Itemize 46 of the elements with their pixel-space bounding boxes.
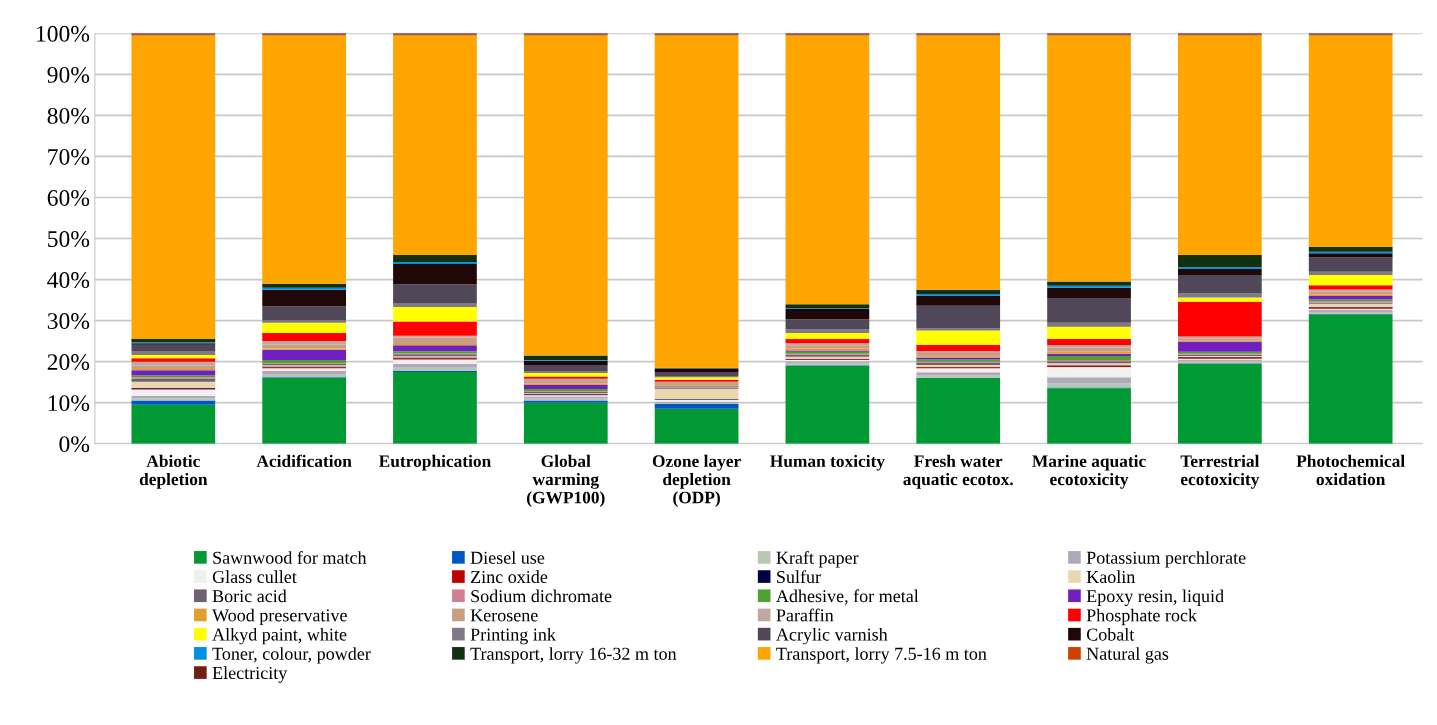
legend-label: Toner, colour, powder	[212, 647, 371, 664]
y-tick-label: 90%	[47, 66, 90, 83]
y-tick-label: 10%	[48, 395, 90, 412]
y-tick-label: 30%	[47, 313, 90, 330]
legend-label: Wood preservative	[212, 608, 347, 626]
legend-label: Transport, lorry 7.5-16 m ton	[776, 647, 987, 664]
legend-label: Electricity	[212, 666, 288, 683]
legend-label: Printing ink	[470, 627, 556, 645]
y-tick-label: 60%	[47, 189, 90, 206]
x-tick-label: Photochemical oxidation	[1296, 454, 1405, 486]
legend-label: Kraft paper	[776, 550, 859, 568]
legend-label: Epoxy resin, liquid	[1086, 589, 1224, 606]
legend-label: Diesel use	[470, 551, 545, 564]
x-tick-label: Abiotic depletion	[139, 454, 208, 489]
y-tick-label: 100%	[36, 25, 90, 42]
legend-label: Natural gas	[1086, 647, 1169, 664]
legend-label: Acrylic varnish	[776, 627, 888, 645]
x-tick-label: Acidification	[256, 454, 352, 468]
legend-label: Kaolin	[1086, 570, 1136, 584]
x-tick-label: Marine aquatic ecotoxicity	[1032, 454, 1146, 489]
y-tick-label: 0%	[59, 436, 90, 453]
legend-label: Phosphate rock	[1086, 608, 1197, 626]
legend-label: Sulfur	[777, 570, 821, 584]
legend-label: Zinc oxide	[470, 570, 548, 584]
legend-label: Kerosene	[470, 609, 538, 622]
y-tick-label: 70%	[48, 148, 90, 165]
x-tick-label: Ozone layer depletion (ODP)	[652, 454, 741, 507]
x-tick-label: Global warming (GWP100)	[527, 454, 605, 507]
legend-label: Glass cullet	[212, 570, 297, 584]
y-tick-label: 50%	[48, 231, 90, 248]
y-tick-label: 40%	[47, 272, 90, 289]
legend-label: Paraffin	[776, 608, 834, 622]
legend-label: Sodium dichromate	[471, 589, 612, 603]
legend-label: Alkyd paint, white	[212, 627, 347, 645]
x-tick-label: Fresh water aquatic ecotox.	[903, 454, 1013, 489]
x-tick-label: Terrestrial ecotoxicity	[1180, 454, 1260, 489]
legend-label: Potassium perchlorate	[1086, 551, 1246, 568]
y-tick-label: 20%	[47, 354, 90, 371]
legend-label: Adhesive, for metal	[776, 589, 919, 605]
legend-label: Transport, lorry 16-32 m ton	[470, 647, 677, 664]
y-tick-label: 80%	[47, 107, 90, 124]
legend-label: Boric acid	[212, 589, 287, 603]
legend-label: Sawnwood for match	[213, 550, 367, 564]
x-tick-label: Human toxicity	[770, 454, 885, 471]
x-tick-label: Eutrophication	[378, 454, 491, 471]
legend-label: Cobalt	[1086, 627, 1135, 641]
